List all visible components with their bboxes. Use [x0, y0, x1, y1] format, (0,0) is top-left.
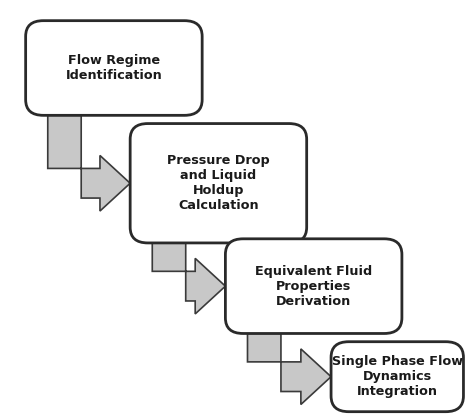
- Polygon shape: [152, 243, 226, 314]
- Polygon shape: [247, 333, 331, 404]
- Polygon shape: [48, 116, 130, 211]
- Text: Single Phase Flow
Dynamics
Integration: Single Phase Flow Dynamics Integration: [332, 355, 463, 398]
- FancyBboxPatch shape: [226, 239, 402, 333]
- FancyBboxPatch shape: [130, 123, 307, 243]
- Text: Pressure Drop
and Liquid
Holdup
Calculation: Pressure Drop and Liquid Holdup Calculat…: [167, 154, 270, 212]
- Text: Flow Regime
Identification: Flow Regime Identification: [65, 54, 162, 82]
- FancyBboxPatch shape: [331, 342, 464, 412]
- FancyBboxPatch shape: [26, 21, 202, 116]
- Text: Equivalent Fluid
Properties
Derivation: Equivalent Fluid Properties Derivation: [255, 265, 372, 307]
